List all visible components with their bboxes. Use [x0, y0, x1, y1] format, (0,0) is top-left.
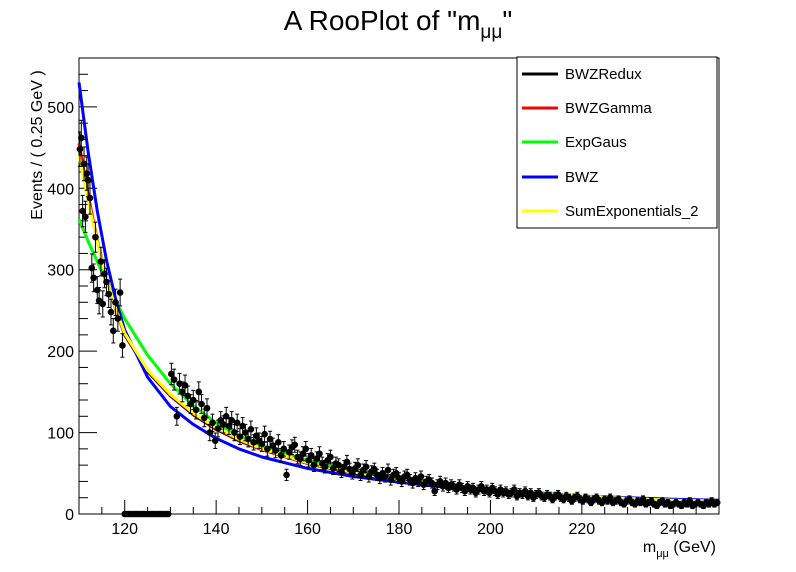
data-point: [247, 420, 255, 439]
legend: BWZRedux BWZGamma ExpGaus BWZ SumExponen…: [516, 56, 718, 229]
data-point: [280, 441, 288, 457]
data-point: [713, 499, 721, 507]
data-point: [82, 200, 89, 233]
data-point: [392, 467, 400, 480]
data-point: [195, 381, 203, 403]
x-tick-label: 120: [111, 521, 138, 538]
data-point: [198, 394, 205, 415]
data-point: [307, 447, 315, 463]
y-tick-label: 100: [47, 426, 74, 443]
x-tick-label: 200: [477, 521, 504, 538]
y-tick-label: 400: [47, 181, 74, 198]
data-point: [209, 413, 216, 432]
y-tick-label: 0: [65, 507, 74, 524]
legend-label-bwz: BWZ: [565, 169, 598, 186]
data-point: [86, 181, 94, 215]
data-point: [181, 374, 189, 397]
data-point: [327, 449, 334, 465]
data-point: [521, 486, 529, 497]
data-point: [79, 194, 86, 228]
legend-label-bwzredux: BWZRedux: [565, 66, 642, 83]
x-tick-label: 220: [569, 521, 596, 538]
data-point: [107, 298, 115, 326]
legend-label-bwzgamma: BWZGamma: [565, 100, 652, 117]
data-point: [105, 280, 113, 309]
data-point: [362, 460, 370, 474]
data-point: [686, 497, 694, 505]
data-point: [428, 477, 436, 489]
data-point: [291, 436, 299, 453]
data-point: [510, 484, 518, 495]
data-point: [92, 221, 99, 253]
data-point: [170, 368, 178, 391]
data-point: [77, 119, 85, 156]
data-point: [211, 432, 219, 449]
data-point: [173, 406, 181, 426]
x-tick-label: 140: [203, 521, 230, 538]
data-point: [203, 398, 211, 418]
data-point: [220, 415, 227, 434]
data-points: [76, 119, 721, 518]
chart-title: A RooPlot of "mμμ": [284, 5, 513, 43]
data-point: [283, 468, 290, 482]
data-point: [261, 425, 268, 443]
data-point: [354, 458, 362, 472]
data-point: [316, 446, 323, 462]
data-point: [228, 411, 235, 430]
x-tick-label: 240: [660, 521, 687, 538]
x-tick-label: 180: [386, 521, 413, 538]
data-point: [119, 333, 126, 358]
y-axis-label: Events / ( 0.25 GeV ): [29, 70, 46, 219]
data-point: [192, 400, 200, 420]
data-point: [233, 413, 241, 432]
y-tick-label: 500: [47, 100, 74, 117]
data-point: [116, 278, 124, 307]
data-point: [310, 458, 318, 472]
data-point: [214, 419, 222, 438]
data-point: [269, 437, 277, 454]
data-point: [453, 484, 460, 495]
legend-label-sumexponentials-2: SumExponentials_2: [565, 203, 698, 220]
x-axis-label: mμμ (GeV): [643, 539, 716, 560]
y-tick-label: 200: [47, 344, 74, 361]
data-point: [97, 246, 105, 277]
data-point: [417, 470, 425, 483]
data-point: [302, 441, 310, 457]
legend-label-expgaus: ExpGaus: [565, 134, 627, 151]
blinded-point: [164, 510, 172, 518]
x-tick-label: 160: [294, 521, 321, 538]
y-tick-label: 300: [47, 263, 74, 280]
data-point: [461, 486, 469, 497]
data-point: [99, 290, 107, 318]
data-point: [384, 463, 392, 477]
data-point: [275, 434, 282, 451]
data-point: [112, 288, 119, 316]
